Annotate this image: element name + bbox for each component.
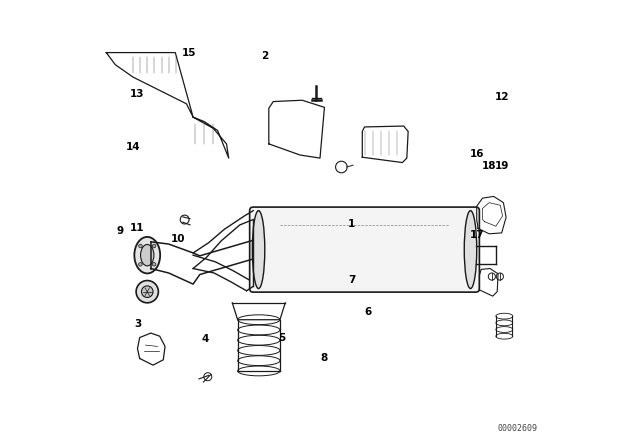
Text: 1: 1	[348, 219, 355, 229]
Text: 17: 17	[469, 230, 484, 240]
Circle shape	[152, 244, 156, 248]
Text: 6: 6	[364, 307, 372, 317]
Text: 9: 9	[117, 226, 124, 236]
Text: 00002609: 00002609	[497, 424, 537, 433]
Text: 3: 3	[135, 319, 142, 329]
Text: 10: 10	[171, 234, 186, 244]
Text: 16: 16	[470, 149, 484, 159]
Circle shape	[141, 286, 153, 297]
Circle shape	[152, 263, 156, 266]
Text: 7: 7	[348, 275, 356, 284]
Text: 14: 14	[125, 142, 140, 152]
Text: 18: 18	[481, 161, 496, 171]
Text: 19: 19	[495, 161, 509, 171]
Ellipse shape	[464, 211, 477, 289]
Circle shape	[136, 280, 158, 303]
Circle shape	[139, 244, 142, 248]
Text: 5: 5	[278, 332, 286, 343]
Text: 8: 8	[320, 353, 327, 363]
Ellipse shape	[134, 237, 160, 273]
Text: 4: 4	[202, 334, 209, 344]
Text: 15: 15	[181, 47, 196, 58]
Text: 2: 2	[260, 51, 268, 61]
Text: 11: 11	[129, 223, 144, 233]
Ellipse shape	[141, 245, 154, 266]
Circle shape	[139, 263, 142, 266]
Text: 12: 12	[495, 92, 509, 102]
Text: 13: 13	[129, 89, 144, 99]
Ellipse shape	[252, 211, 265, 289]
FancyBboxPatch shape	[250, 207, 479, 292]
